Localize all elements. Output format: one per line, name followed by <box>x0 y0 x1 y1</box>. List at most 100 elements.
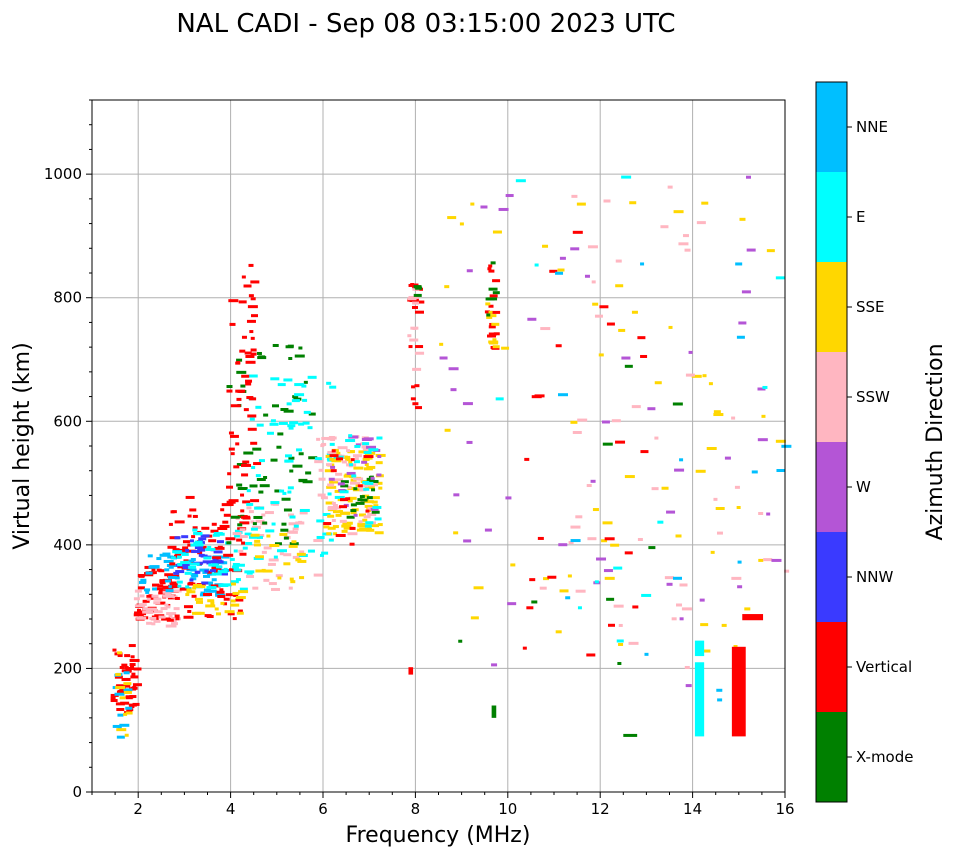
echo-point <box>262 521 268 525</box>
echo-point <box>739 217 746 221</box>
echo-point <box>265 529 275 533</box>
echo-point <box>125 706 133 710</box>
echo-point <box>470 616 479 620</box>
echo-point <box>368 479 379 483</box>
echo-point <box>226 385 233 389</box>
echo-point <box>495 397 504 401</box>
echo-point <box>165 617 170 621</box>
echo-point <box>189 508 197 512</box>
echo-point <box>129 658 140 662</box>
x-tick-label: 4 <box>226 800 236 818</box>
echo-point <box>363 450 372 454</box>
echo-point <box>672 402 683 406</box>
echo-segment <box>408 667 414 675</box>
echo-point <box>313 539 323 543</box>
echo-point <box>232 591 240 595</box>
echo-point <box>488 304 494 308</box>
echo-point <box>350 511 357 515</box>
echo-point <box>572 430 582 434</box>
echo-point <box>337 482 345 486</box>
echo-point <box>721 623 727 627</box>
echo-point <box>539 586 547 590</box>
colorbar-label: Azimuth Direction <box>923 343 948 540</box>
echo-point <box>235 598 244 602</box>
echo-point <box>347 450 354 454</box>
echo-point <box>603 569 613 573</box>
echo-point <box>175 570 185 574</box>
echo-point <box>531 395 542 399</box>
echo-point <box>373 504 379 508</box>
echo-point <box>584 274 590 278</box>
echo-point <box>522 646 527 650</box>
echo-point <box>136 616 147 620</box>
echo-point <box>213 532 223 536</box>
echo-point <box>335 457 343 461</box>
echo-point <box>259 484 270 488</box>
echo-point <box>166 563 177 567</box>
echo-point <box>366 465 376 469</box>
echo-point <box>121 669 132 673</box>
echo-point <box>291 540 297 544</box>
echo-point <box>128 644 136 648</box>
echo-point <box>164 568 170 572</box>
echo-point <box>241 374 250 378</box>
echo-point <box>263 578 270 582</box>
echo-point <box>144 588 151 592</box>
echo-point <box>169 582 178 586</box>
echo-point <box>250 441 258 445</box>
echo-point <box>238 300 247 304</box>
echo-point <box>412 402 419 406</box>
echo-point <box>343 526 354 530</box>
echo-point <box>606 322 615 326</box>
echo-point <box>187 514 192 518</box>
echo-point <box>197 548 206 552</box>
echo-point <box>283 536 289 540</box>
echo-point <box>179 587 188 591</box>
echo-point <box>366 496 373 500</box>
echo-point <box>415 345 424 349</box>
echo-point <box>345 458 351 462</box>
echo-point <box>246 502 254 506</box>
chart-title: NAL CADI - Sep 08 03:15:00 2023 UTC <box>176 9 675 39</box>
echo-point <box>318 477 326 481</box>
echo-point <box>294 393 305 397</box>
echo-point <box>216 590 225 594</box>
echo-point <box>354 444 361 448</box>
echo-point <box>414 298 419 302</box>
echo-point <box>492 345 500 349</box>
echo-point <box>448 367 459 371</box>
echo-point <box>775 439 786 443</box>
echo-point <box>604 576 615 580</box>
echo-point <box>407 297 417 301</box>
echo-point <box>342 521 353 525</box>
echo-point <box>256 351 262 355</box>
echo-point <box>340 480 349 484</box>
echo-point <box>246 396 254 400</box>
echo-point <box>218 584 229 588</box>
echo-point <box>335 513 342 517</box>
echo-point <box>341 529 348 533</box>
echo-point <box>276 445 282 449</box>
echo-point <box>233 549 238 553</box>
echo-point <box>672 576 682 580</box>
echo-point <box>175 617 180 621</box>
echo-point <box>239 535 248 539</box>
echo-point <box>163 559 174 563</box>
echo-point <box>570 420 578 424</box>
echo-point <box>291 399 300 403</box>
echo-point <box>330 469 337 473</box>
echo-point <box>288 513 295 517</box>
echo-point <box>744 607 751 611</box>
echo-point <box>231 565 237 569</box>
echo-point <box>230 580 239 584</box>
echo-point <box>227 612 235 616</box>
echo-point <box>702 374 707 378</box>
echo-point <box>261 513 266 517</box>
echo-point <box>684 665 690 669</box>
echo-point <box>484 528 492 532</box>
echo-point <box>164 603 169 607</box>
echo-point <box>314 460 324 464</box>
echo-point <box>250 520 255 524</box>
echo-point <box>138 574 145 578</box>
echo-point <box>249 484 258 488</box>
